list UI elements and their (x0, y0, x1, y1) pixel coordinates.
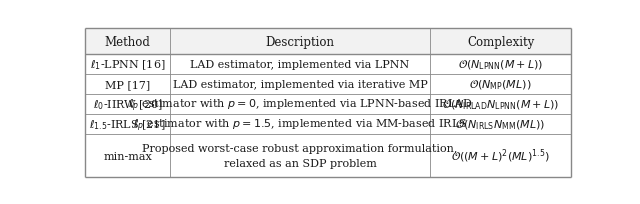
Text: $\mathcal{O}((M+L)^2(ML)^{1.5})$: $\mathcal{O}((M+L)^2(ML)^{1.5})$ (451, 147, 550, 165)
Bar (85, 29, 170, 55)
Text: $\ell_p$ estimator with $p=1.5$, implemented via MM-based IRLS: $\ell_p$ estimator with $p=1.5$, impleme… (133, 117, 467, 133)
Text: $\ell_0$-IIRW [20]: $\ell_0$-IIRW [20] (93, 98, 163, 112)
Bar (430, 29, 571, 55)
Text: LAD estimator, implemented via iterative MP: LAD estimator, implemented via iterative… (173, 80, 428, 90)
Text: LAD estimator, implemented via LPNN: LAD estimator, implemented via LPNN (191, 60, 410, 70)
Bar (85, 75, 170, 95)
Text: Complexity: Complexity (467, 36, 534, 49)
Bar (170, 115, 430, 135)
Text: Proposed worst-case robust approximation formulation,
relaxed as an SDP problem: Proposed worst-case robust approximation… (142, 143, 458, 168)
Bar (170, 29, 430, 55)
Bar (170, 75, 430, 95)
Text: $\mathcal{O}(N_{\mathrm{MP}}(ML))$: $\mathcal{O}(N_{\mathrm{MP}}(ML))$ (469, 78, 532, 92)
Text: $\ell_{1.5}$-IRLS [21]: $\ell_{1.5}$-IRLS [21] (90, 118, 166, 132)
Bar (430, 135, 571, 177)
Bar (430, 55, 571, 75)
Text: MP [17]: MP [17] (105, 80, 150, 90)
Text: Method: Method (104, 36, 150, 49)
Text: $\mathcal{O}(N_{\mathrm{IRLAD}}N_{\mathrm{LPNN}}(M+L))$: $\mathcal{O}(N_{\mathrm{IRLAD}}N_{\mathr… (442, 98, 559, 112)
Bar (85, 135, 170, 177)
Bar (170, 135, 430, 177)
Text: $\ell_1$-LPNN [16]: $\ell_1$-LPNN [16] (90, 58, 165, 72)
Bar (430, 95, 571, 115)
Text: $\mathcal{O}(N_{\mathrm{IRLS}}N_{\mathrm{MM}}(ML))$: $\mathcal{O}(N_{\mathrm{IRLS}}N_{\mathrm… (456, 118, 546, 132)
Bar (430, 115, 571, 135)
Bar (85, 55, 170, 75)
Text: $\mathcal{O}(N_{\mathrm{LPNN}}(M+L))$: $\mathcal{O}(N_{\mathrm{LPNN}}(M+L))$ (458, 58, 543, 72)
Bar (170, 95, 430, 115)
Text: Description: Description (266, 36, 335, 49)
Text: $\ell_p$ estimator with $p=0$, implemented via LPNN-based IRLAD: $\ell_p$ estimator with $p=0$, implement… (127, 97, 472, 113)
Bar (170, 55, 430, 75)
Bar (85, 95, 170, 115)
Bar (85, 115, 170, 135)
Bar (430, 75, 571, 95)
Text: min-max: min-max (103, 151, 152, 161)
